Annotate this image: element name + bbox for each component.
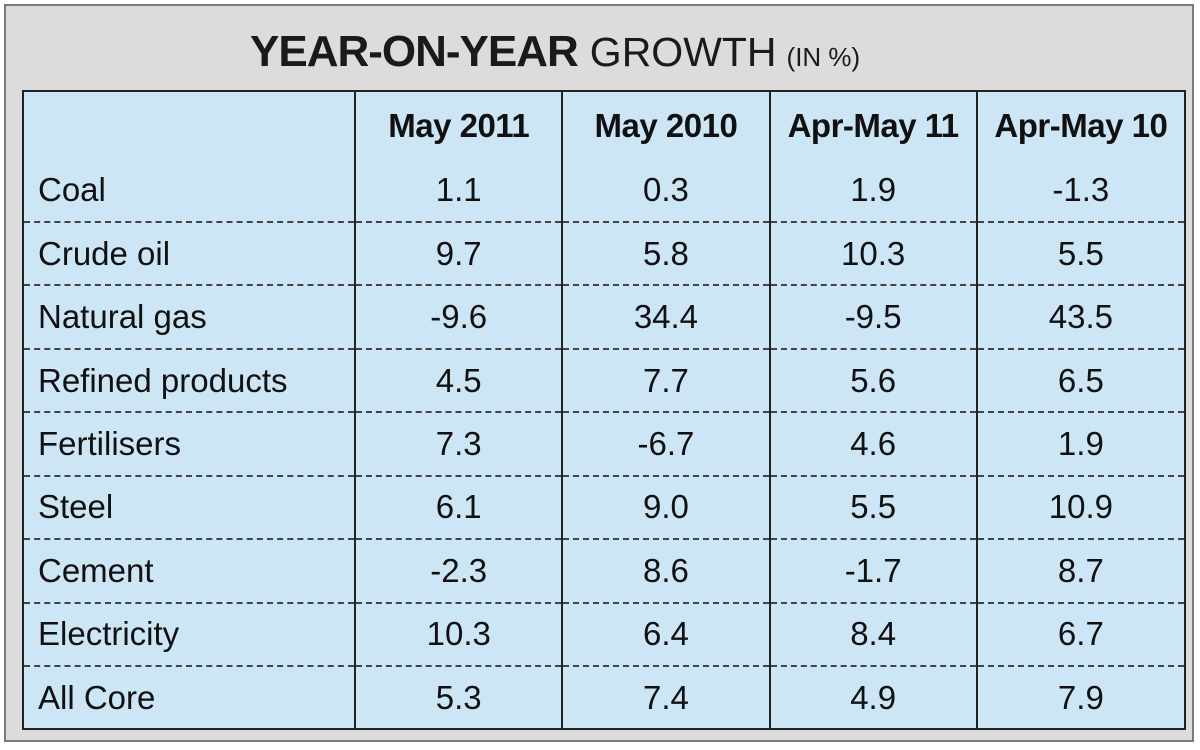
- data-cell: 6.4: [561, 602, 770, 668]
- table-body: Coal 1.1 0.3 1.9 -1.3 Crude oil 9.7 5.8 10.3 5.5 N…: [24, 160, 1184, 728]
- data-cell: 7.4: [561, 666, 770, 728]
- data-cell: 5.8: [561, 221, 770, 287]
- table-row: Electricity 10.3 6.4 8.4 6.7: [24, 602, 1184, 668]
- column-header: Apr-May 10: [975, 92, 1184, 160]
- data-cell: 43.5: [975, 285, 1184, 350]
- table-row: Coal 1.1 0.3 1.9 -1.3: [24, 160, 1184, 223]
- data-cell: 8.4: [768, 602, 977, 668]
- row-label: Refined products: [24, 348, 356, 414]
- data-cell: 4.5: [354, 348, 563, 414]
- table-row: Crude oil 9.7 5.8 10.3 5.5: [24, 221, 1184, 287]
- data-cell: 10.3: [768, 221, 977, 287]
- table-row: All Core 5.3 7.4 4.9 7.9: [24, 666, 1184, 728]
- data-cell: 7.3: [354, 412, 563, 477]
- data-cell: -9.5: [768, 285, 977, 350]
- row-label: Coal: [24, 160, 356, 223]
- row-label: Cement: [24, 539, 356, 604]
- data-cell: 5.3: [354, 666, 563, 728]
- data-cell: 10.3: [354, 602, 563, 668]
- row-label: Electricity: [24, 602, 356, 668]
- table-row: Cement -2.3 8.6 -1.7 8.7: [24, 539, 1184, 604]
- data-cell: -2.3: [354, 539, 563, 604]
- data-cell: 8.6: [561, 539, 770, 604]
- row-label: Fertilisers: [24, 412, 356, 477]
- data-cell: 9.7: [354, 221, 563, 287]
- table-row: Fertilisers 7.3 -6.7 4.6 1.9: [24, 412, 1184, 477]
- data-cell: -1.7: [768, 539, 977, 604]
- column-header: May 2010: [561, 92, 770, 160]
- data-cell: 1.9: [768, 160, 977, 223]
- data-cell: 4.6: [768, 412, 977, 477]
- title-light: GROWTH: [589, 29, 777, 75]
- data-cell: 5.5: [768, 475, 977, 541]
- data-cell: 34.4: [561, 285, 770, 350]
- data-cell: 9.0: [561, 475, 770, 541]
- data-cell: 7.9: [975, 666, 1184, 728]
- data-cell: 5.5: [975, 221, 1184, 287]
- data-cell: 8.7: [975, 539, 1184, 604]
- data-cell: -6.7: [561, 412, 770, 477]
- growth-table: May 2011 May 2010 Apr-May 11 Apr-May 10 …: [24, 92, 1184, 728]
- column-header: Apr-May 11: [768, 92, 977, 160]
- data-cell: 6.7: [975, 602, 1184, 668]
- row-label: All Core: [38, 678, 156, 716]
- growth-table-container: May 2011 May 2010 Apr-May 11 Apr-May 10 …: [22, 90, 1186, 730]
- table-row: Steel 6.1 9.0 5.5 10.9: [24, 475, 1184, 541]
- table-row: Natural gas -9.6 34.4 -9.5 43.5: [24, 285, 1184, 350]
- header-row: May 2011 May 2010 Apr-May 11 Apr-May 10: [24, 92, 1184, 160]
- title-unit: (IN %): [786, 42, 861, 72]
- data-cell: 10.9: [975, 475, 1184, 541]
- data-cell: 1.9: [975, 412, 1184, 477]
- chart-title: YEAR-ON-YEAR GROWTH (IN %): [250, 24, 860, 80]
- data-cell: -1.3: [975, 160, 1184, 223]
- data-cell: 6.1: [354, 475, 563, 541]
- column-header: May 2011: [354, 92, 563, 160]
- title-bold: YEAR-ON-YEAR: [250, 27, 579, 76]
- data-cell: 7.7: [561, 348, 770, 414]
- data-cell: 1.1: [354, 160, 563, 223]
- data-cell: 0.3: [561, 160, 770, 223]
- data-cell: 5.6: [768, 348, 977, 414]
- data-cell: 4.9: [768, 666, 977, 728]
- header-corner: [24, 92, 355, 160]
- table-row: Refined products 4.5 7.7 5.6 6.5: [24, 348, 1184, 414]
- chart-frame: YEAR-ON-YEAR GROWTH (IN %) May 2011 May 20…: [4, 4, 1194, 742]
- data-cell: -9.6: [354, 285, 563, 350]
- row-label: Crude oil: [24, 221, 356, 287]
- row-label: Natural gas: [24, 285, 356, 350]
- row-label: Steel: [24, 475, 356, 541]
- data-cell: 6.5: [975, 348, 1184, 414]
